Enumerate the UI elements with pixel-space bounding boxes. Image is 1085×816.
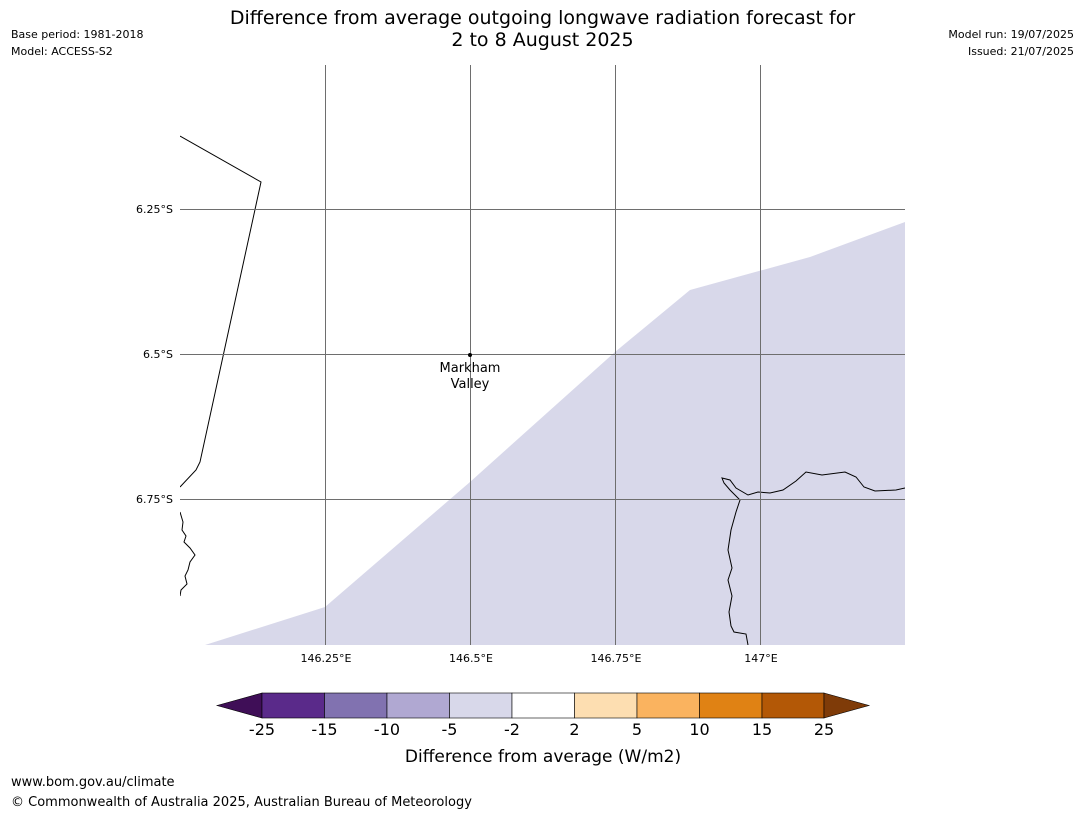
footer-copyright: © Commonwealth of Australia 2025, Austra…	[11, 795, 472, 810]
colorbar-segment	[636, 692, 700, 719]
colorbar-tick-label: 2	[569, 720, 579, 739]
model-run: Model run: 19/07/2025	[948, 28, 1074, 41]
colorbar-tick-label: 10	[689, 720, 709, 739]
lon-label: 147°E	[744, 652, 777, 665]
base-period: Base period: 1981-2018	[11, 28, 144, 41]
colorbar-tick-label: -5	[442, 720, 458, 739]
colorbar-segment	[261, 692, 325, 719]
colorbar-segment	[761, 692, 825, 719]
colorbar-tick-label: 5	[632, 720, 642, 739]
title-line-1: Difference from average outgoing longwav…	[229, 7, 856, 29]
colorbar-low-extension	[215, 692, 263, 719]
colorbar-segment	[449, 692, 513, 719]
colorbar-high-extension	[823, 692, 871, 719]
border-line	[180, 135, 262, 488]
anomaly-shaded-region	[205, 222, 905, 645]
markham-valley-marker	[468, 353, 472, 357]
header-left-meta: Base period: 1981-2018 Model: ACCESS-S2	[11, 26, 143, 60]
colorbar-tick-label: -2	[504, 720, 520, 739]
lon-label: 146.25°E	[301, 652, 352, 665]
lat-label: 6.75°S	[136, 493, 173, 506]
colorbar-segment	[324, 692, 388, 719]
map-area	[180, 65, 905, 645]
page-title: Difference from average outgoing longwav…	[150, 7, 935, 51]
colorbar-segment	[699, 692, 763, 719]
lat-label: 6.25°S	[136, 203, 173, 216]
colorbar-label: Difference from average (W/m2)	[405, 747, 681, 767]
title-line-2: 2 to 8 August 2025	[451, 29, 634, 51]
colorbar-tick-label: 25	[814, 720, 834, 739]
colorbar-segment	[574, 692, 638, 719]
colorbar-tick-label: -15	[311, 720, 337, 739]
footer-url: www.bom.gov.au/climate	[11, 775, 175, 790]
lat-label: 6.5°S	[143, 348, 173, 361]
place-label-line-2: Valley	[451, 377, 490, 392]
place-label-line-1: Markham	[440, 361, 501, 376]
colorbar-segment	[511, 692, 575, 719]
coastline-west	[180, 511, 196, 597]
header-right-meta: Model run: 19/07/2025 Issued: 21/07/2025	[948, 26, 1074, 60]
lon-label: 146.5°E	[449, 652, 493, 665]
colorbar	[215, 692, 871, 719]
model-name: Model: ACCESS-S2	[11, 45, 113, 58]
colorbar-tick-label: -10	[374, 720, 400, 739]
colorbar-segment	[386, 692, 450, 719]
coastline-east	[721, 471, 905, 645]
issued-date: Issued: 21/07/2025	[967, 45, 1074, 58]
lon-label: 146.75°E	[591, 652, 642, 665]
colorbar-tick-label: -25	[249, 720, 275, 739]
colorbar-tick-label: 15	[752, 720, 772, 739]
